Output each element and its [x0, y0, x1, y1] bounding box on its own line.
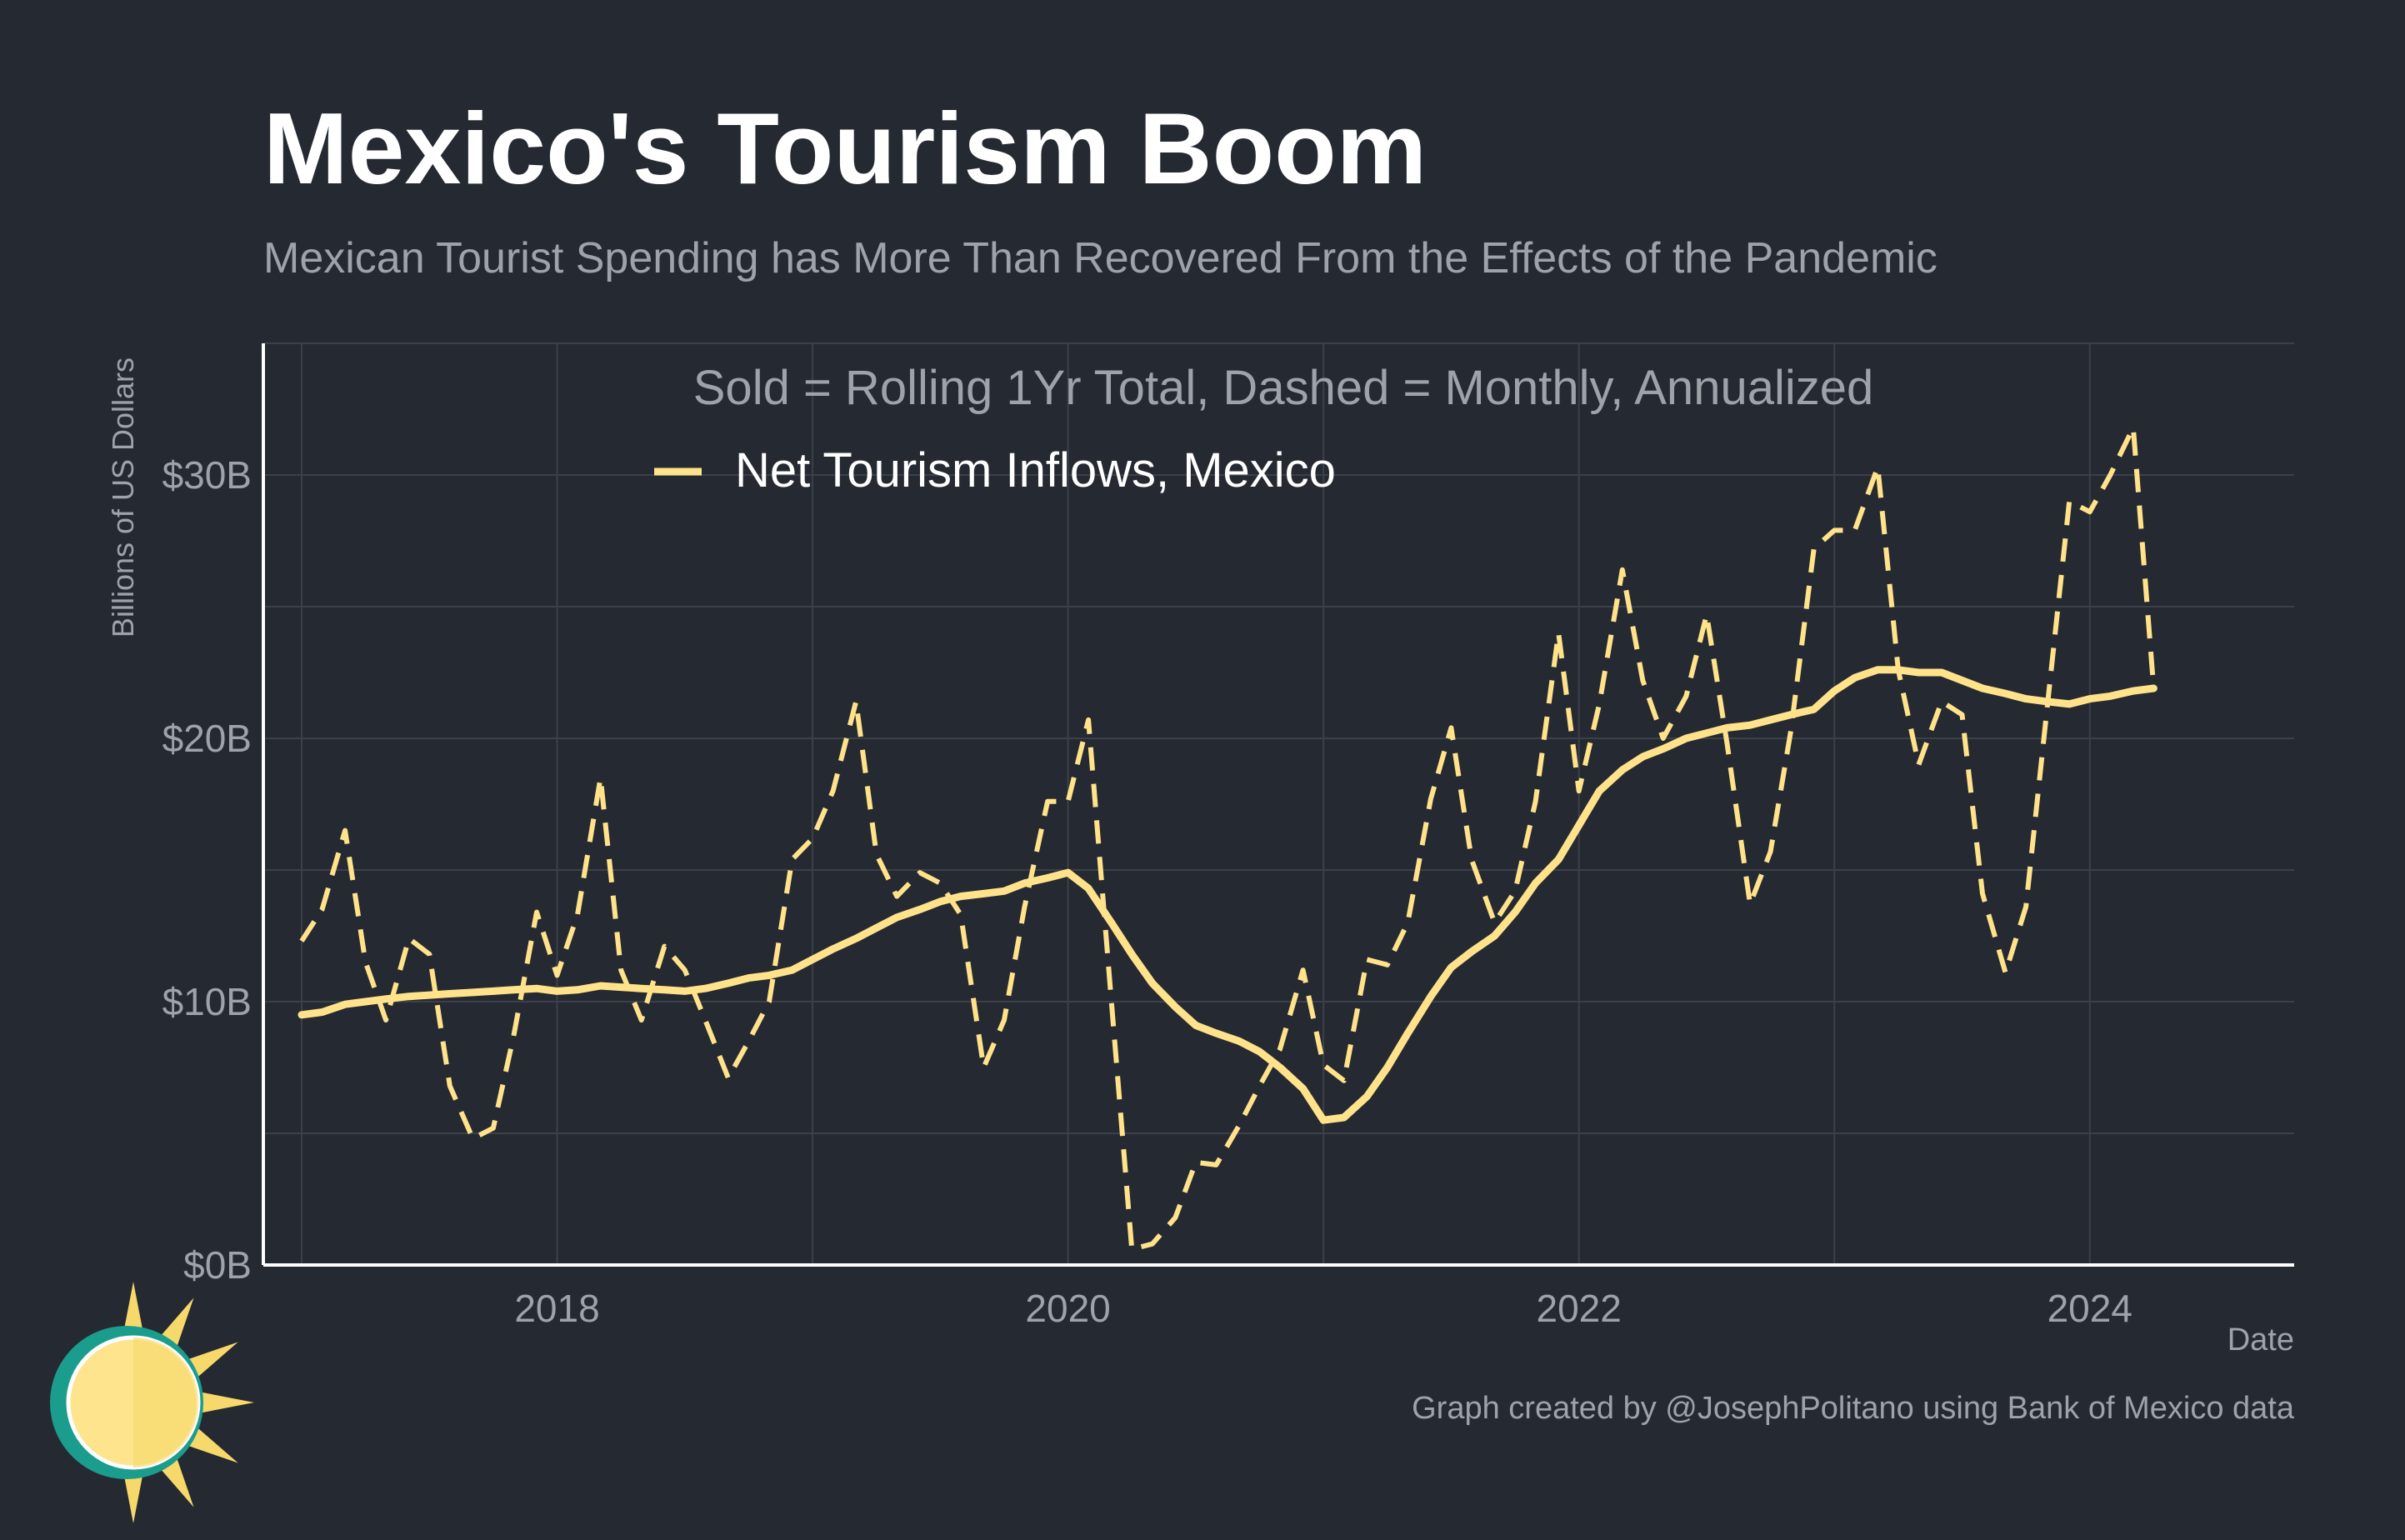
legend: Net Tourism Inflows, Mexico [654, 443, 1336, 498]
x-axis-label: Date [2228, 1322, 2294, 1358]
series-line-rolling-total [298, 666, 2158, 1124]
axes [262, 343, 2294, 1267]
sun-logo [50, 1282, 254, 1523]
y-axis-label: Billions of US Dollars [106, 358, 140, 638]
x-tick-label: 2024 [2048, 1287, 2132, 1330]
sun-ray-icon [183, 1425, 238, 1463]
chart-subtitle: Mexican Tourist Spending has More Than R… [263, 234, 1938, 282]
grid-lines [263, 342, 2294, 1265]
chart-annotation: Sold = Rolling 1Yr Total, Dashed = Month… [693, 361, 1874, 415]
legend-label: Net Tourism Inflows, Mexico [735, 443, 1336, 498]
y-tick-label: $20B [162, 717, 252, 760]
x-tick-label: 2022 [1537, 1287, 1622, 1330]
tick-labels: $0B $10B $20B $30B 2018 2020 2022 2024 [162, 453, 2132, 1330]
y-tick-label: $0B [183, 1243, 252, 1287]
y-tick-label: $10B [162, 980, 252, 1023]
source-caption: Graph created by @JosephPolitano using B… [1412, 1391, 2295, 1426]
sun-shade-icon [133, 1338, 198, 1468]
series-lines [298, 425, 2158, 1252]
sun-rays-icon [122, 1282, 254, 1523]
sun-ray-icon [122, 1466, 145, 1523]
chart-title: Mexico's Tourism Boom [263, 92, 1427, 205]
x-tick-label: 2020 [1025, 1287, 1110, 1330]
y-tick-label: $30B [162, 453, 252, 497]
sun-ray-icon [122, 1282, 145, 1339]
series-line-monthly-annualized [299, 425, 2157, 1252]
sun-ray-icon [183, 1342, 238, 1380]
x-tick-label: 2018 [514, 1287, 599, 1330]
sun-ray-icon [197, 1391, 254, 1414]
